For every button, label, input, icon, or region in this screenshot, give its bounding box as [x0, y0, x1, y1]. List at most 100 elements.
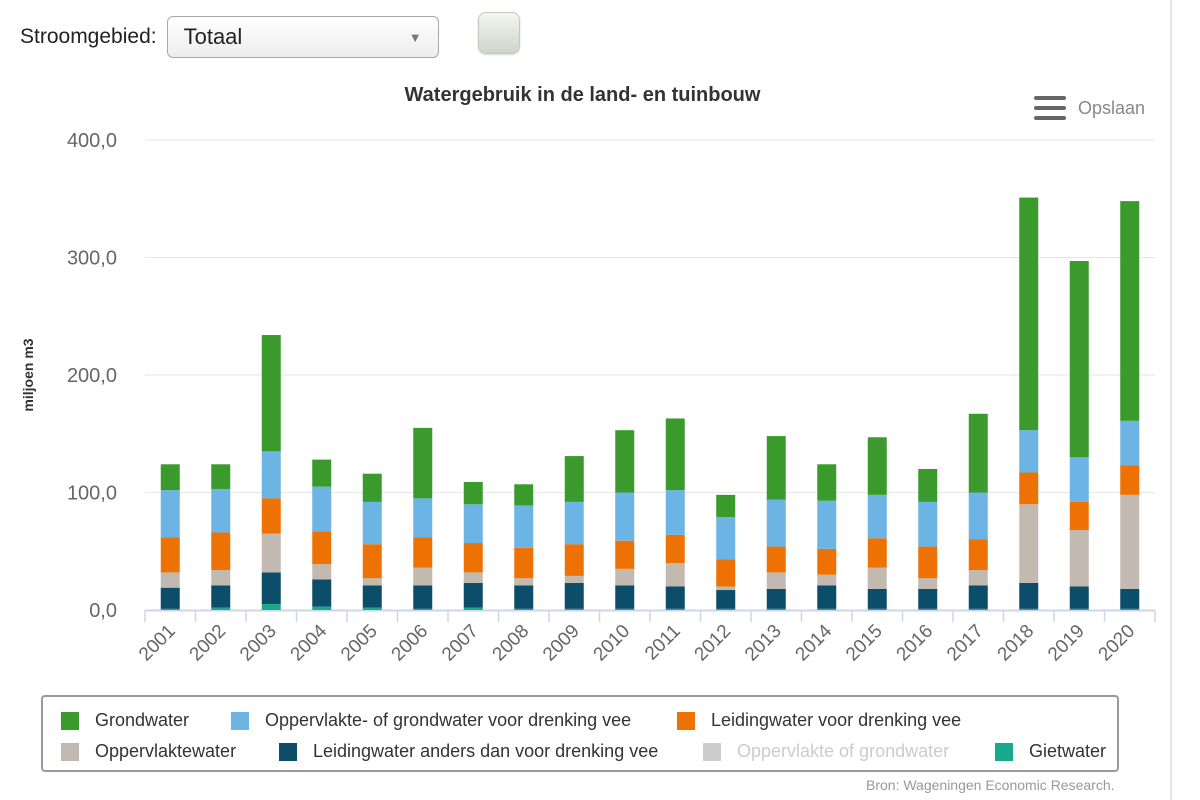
legend-item[interactable]: Leidingwater anders dan voor drenking ve…	[279, 741, 658, 762]
bar-segment	[463, 504, 483, 544]
select-value: Totaal	[183, 24, 243, 49]
y-tick-label: 400,0	[67, 130, 117, 152]
bar-segment	[564, 575, 584, 583]
x-tick-label: 2011	[641, 621, 685, 665]
bar-segment	[362, 544, 382, 579]
legend-swatch	[677, 711, 695, 730]
bar-segment	[160, 537, 180, 573]
x-tick-label: 2009	[539, 621, 584, 666]
x-tick-label: 2003	[236, 621, 281, 666]
bar-segment	[1120, 494, 1140, 589]
bar-segment	[968, 413, 988, 493]
bar-segment	[514, 505, 534, 548]
bar-segment	[867, 494, 887, 539]
bar-segment	[1069, 457, 1089, 502]
bar-segment	[463, 572, 483, 583]
bar-segment	[665, 490, 685, 535]
bar-segment	[514, 585, 534, 609]
bar-segment	[918, 469, 938, 502]
bar-segment	[615, 568, 635, 586]
x-tick-label: 2008	[489, 621, 534, 666]
bar-segment	[463, 582, 483, 608]
bar-segment	[564, 544, 584, 576]
bar-segment	[665, 534, 685, 563]
x-tick-label: 2020	[1095, 621, 1140, 666]
x-tick-label: 2016	[893, 621, 938, 666]
x-tick-label: 2018	[994, 621, 1039, 666]
page-right-border	[1170, 0, 1172, 800]
bar-segment	[968, 492, 988, 540]
bar-segment	[413, 427, 433, 499]
x-tick-label: 2017	[943, 621, 988, 666]
legend-item[interactable]: Gietwater	[995, 741, 1106, 762]
bar-segment	[160, 490, 180, 538]
bar-segment	[918, 608, 938, 610]
bar-segment	[413, 585, 433, 609]
x-tick-label: 2012	[691, 621, 736, 666]
bar-segment	[817, 608, 837, 610]
bar-segment	[817, 574, 837, 586]
bar-segment	[514, 608, 534, 610]
bar-segment	[160, 572, 180, 588]
bar-segment	[1120, 588, 1140, 609]
bar-segment	[564, 582, 584, 609]
x-tick-label: 2005	[337, 621, 382, 666]
bar-segment	[665, 586, 685, 609]
bar-segment	[564, 501, 584, 545]
bar-segment	[817, 464, 837, 501]
bar-segment	[312, 486, 332, 532]
bar-segment	[261, 533, 281, 573]
bar-segment	[1069, 261, 1089, 458]
stroomgebied-select[interactable]: Totaal ▼	[166, 16, 439, 58]
bar-segment	[1120, 465, 1140, 495]
bar-segment	[413, 567, 433, 586]
legend-item[interactable]: Oppervlaktewater	[61, 741, 236, 762]
filter-bar: Stroomgebied: Totaal ▼	[20, 14, 439, 60]
bar-segment	[615, 492, 635, 541]
y-tick-label: 200,0	[67, 365, 117, 387]
bar-segment	[716, 559, 736, 587]
bar-segment	[766, 572, 786, 589]
chart-title: Watergebruik in de land- en tuinbouw	[404, 84, 761, 106]
bar-segment	[766, 436, 786, 500]
legend-swatch	[703, 742, 721, 761]
export-menu-button[interactable]: Opslaan	[1034, 96, 1145, 120]
bar-segment	[1069, 586, 1089, 609]
bar-segment	[261, 572, 281, 605]
x-tick-label: 2019	[1044, 621, 1089, 666]
bar-segment	[615, 608, 635, 610]
legend-label: Gietwater	[1029, 741, 1107, 761]
legend-item[interactable]: Oppervlakte of grondwater	[703, 741, 949, 762]
bar-segment	[716, 494, 736, 518]
legend-item[interactable]: Leidingwater voor drenking vee	[677, 710, 961, 731]
bar-segment	[362, 585, 382, 608]
bar-segment	[968, 570, 988, 586]
apply-button[interactable]	[478, 12, 520, 54]
legend-item[interactable]: Grondwater	[61, 710, 189, 731]
bar-segment	[1019, 608, 1039, 610]
bar-segment	[867, 538, 887, 568]
bar-segment	[1069, 530, 1089, 587]
export-label: Opslaan	[1078, 97, 1146, 118]
bar-segment	[766, 499, 786, 547]
bar-segment	[918, 546, 938, 579]
bar-segment	[1120, 608, 1140, 610]
chart-credits[interactable]: Bron: Wageningen Economic Research.	[866, 777, 1115, 793]
hamburger-menu-icon	[1034, 96, 1066, 120]
legend-label: Grondwater	[95, 710, 190, 730]
bar-segment	[867, 567, 887, 589]
x-tick-label: 2004	[287, 620, 332, 665]
bar-segment	[312, 564, 332, 580]
bar-segment	[362, 578, 382, 586]
x-tick-label: 2014	[792, 620, 837, 665]
bar-segment	[817, 585, 837, 609]
bar-segment	[211, 532, 231, 571]
legend-item[interactable]: Oppervlakte- of grondwater voor drenking…	[231, 710, 631, 731]
bar-segment	[463, 543, 483, 573]
bar-segment	[514, 484, 534, 506]
bar-segment	[564, 608, 584, 610]
y-tick-label: 300,0	[67, 248, 117, 270]
bar-segment	[261, 604, 281, 610]
bar-segment	[261, 451, 281, 499]
bar-segment	[211, 607, 231, 610]
